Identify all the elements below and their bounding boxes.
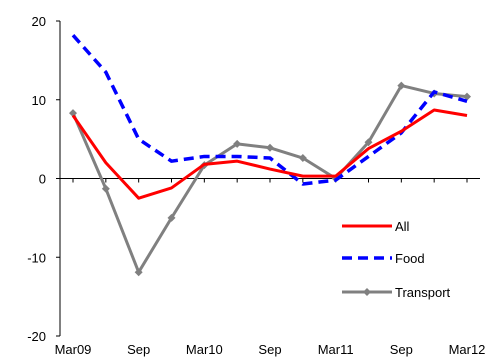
- data-point: [463, 92, 471, 101]
- y-tick-label: -10: [27, 250, 46, 265]
- data-point: [364, 138, 373, 147]
- x-tick-label: Sep: [390, 342, 413, 357]
- series-line-all: [71, 108, 468, 200]
- x-tick-label: Sep: [258, 342, 281, 357]
- data-point: [298, 154, 307, 163]
- legend-label-food: Food: [395, 251, 425, 266]
- data-point: [69, 109, 77, 118]
- y-tick-label: -20: [27, 329, 46, 344]
- data-point: [167, 213, 176, 222]
- legend-marker: [363, 288, 371, 296]
- data-point: [101, 184, 110, 193]
- data-point: [134, 268, 143, 277]
- x-tick-label: Mar09: [55, 342, 92, 357]
- x-tick-labels: Mar09 Sep Mar10 Sep Mar11 Sep Mar12: [55, 342, 486, 357]
- x-tick-label: Sep: [127, 342, 150, 357]
- data-point: [397, 81, 406, 90]
- y-tick-label: 20: [32, 14, 46, 29]
- data-point: [266, 143, 274, 152]
- data-point: [233, 139, 242, 148]
- y-tick-label: 0: [39, 172, 46, 187]
- legend: All Food Transport: [342, 219, 451, 300]
- y-tick-labels: 20 10 0 -10 -20: [27, 14, 46, 344]
- legend-label-all: All: [395, 219, 410, 234]
- axes: [56, 20, 480, 337]
- series-layer: [69, 34, 471, 277]
- x-tick-label: Mar10: [186, 342, 223, 357]
- legend-label-transport: Transport: [395, 285, 451, 300]
- y-tick-label: 10: [32, 93, 46, 108]
- x-tick-label: Mar11: [318, 342, 354, 357]
- x-tick-label: Mar12: [449, 342, 486, 357]
- series-line-food: [71, 34, 468, 186]
